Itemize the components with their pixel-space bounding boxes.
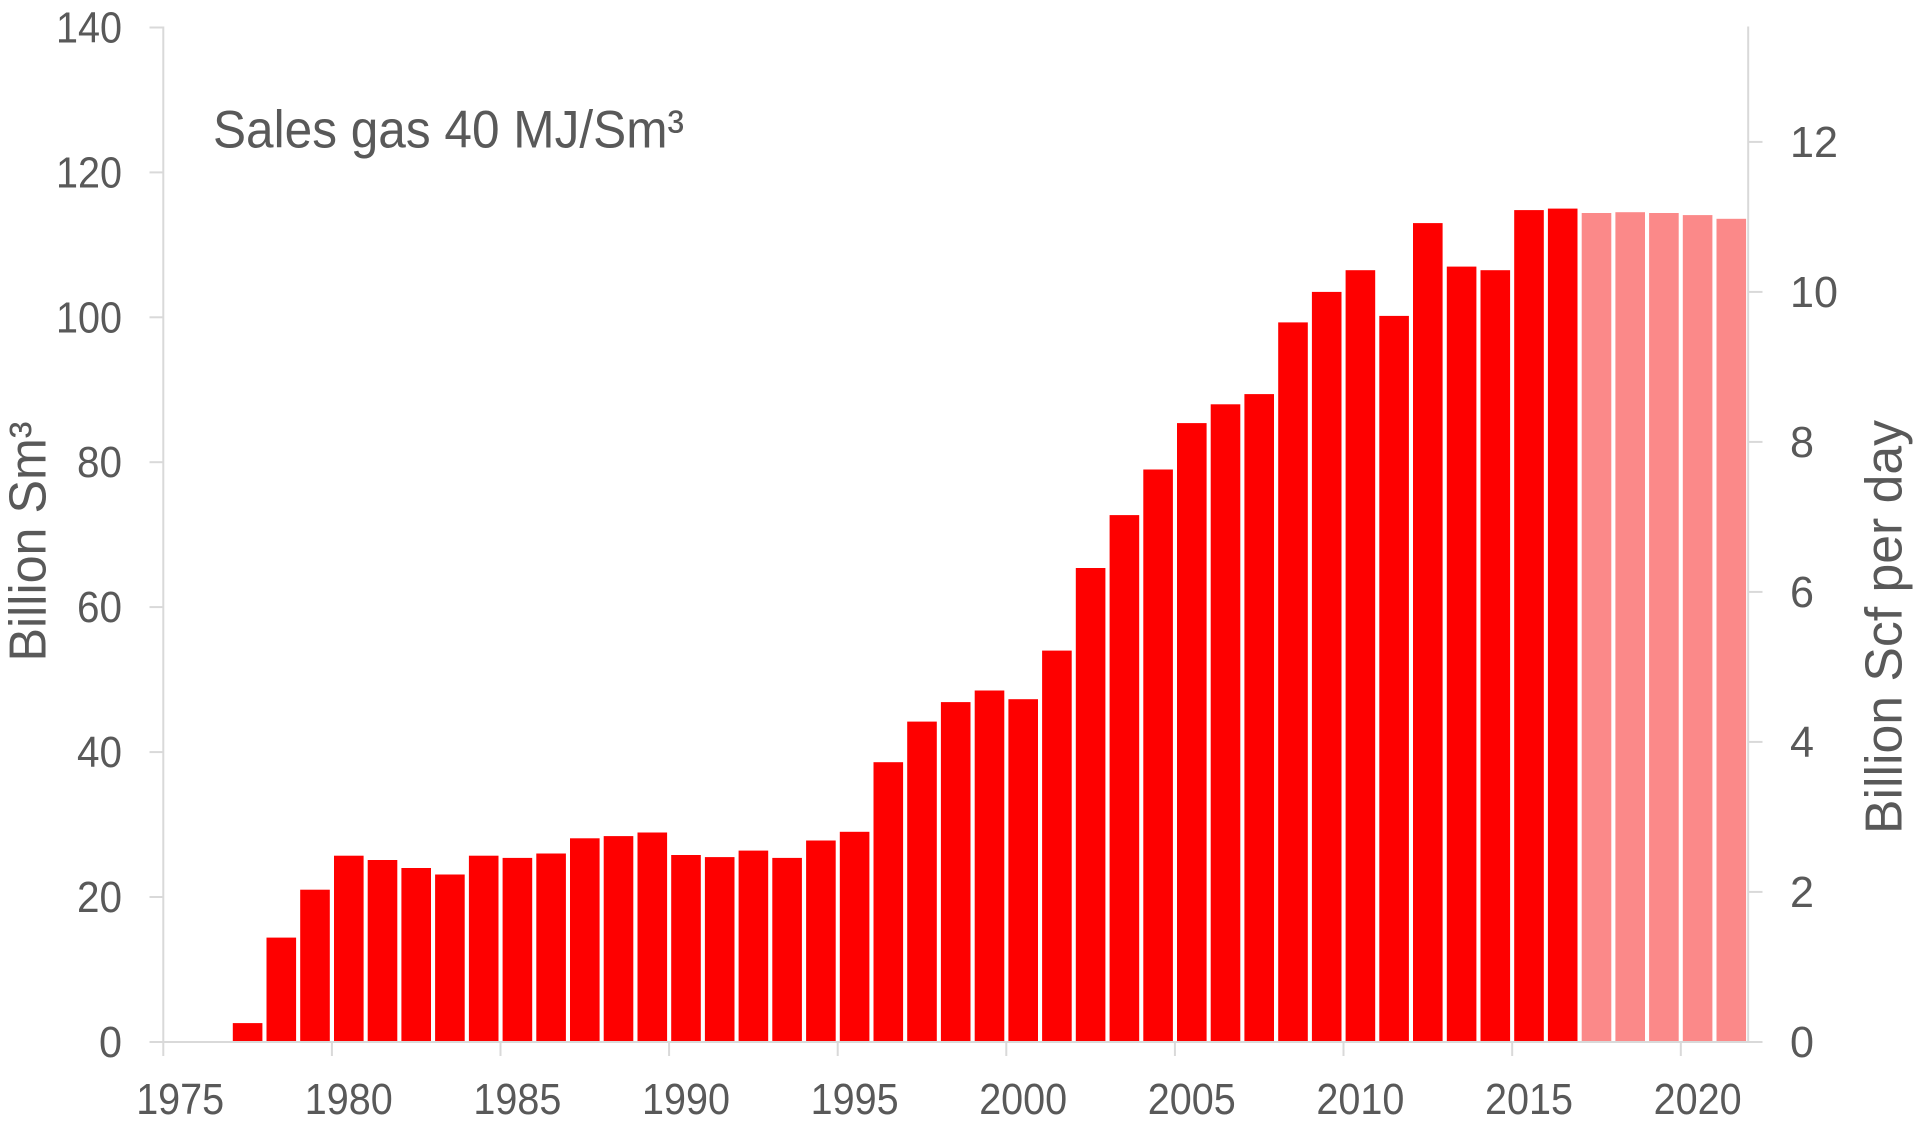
svg-text:1975: 1975: [136, 1076, 224, 1124]
svg-text:2: 2: [1790, 869, 1814, 917]
svg-text:120: 120: [56, 149, 122, 197]
svg-text:140: 140: [56, 5, 122, 53]
svg-text:80: 80: [77, 439, 122, 487]
svg-text:8: 8: [1790, 419, 1814, 467]
svg-text:1995: 1995: [811, 1076, 899, 1124]
svg-text:2010: 2010: [1316, 1076, 1404, 1124]
svg-text:1980: 1980: [305, 1076, 393, 1124]
svg-text:2020: 2020: [1654, 1076, 1742, 1124]
svg-text:12: 12: [1790, 119, 1838, 167]
svg-text:100: 100: [56, 294, 122, 342]
svg-text:0: 0: [1790, 1019, 1814, 1067]
svg-text:10: 10: [1790, 269, 1838, 317]
svg-text:Billion Scf per day: Billion Scf per day: [1855, 420, 1913, 834]
svg-text:2005: 2005: [1148, 1076, 1236, 1124]
svg-text:20: 20: [77, 874, 122, 922]
svg-text:6: 6: [1790, 569, 1814, 617]
svg-text:0: 0: [99, 1019, 122, 1067]
svg-text:Billion Sm³: Billion Sm³: [0, 422, 58, 662]
svg-text:2015: 2015: [1485, 1076, 1573, 1124]
svg-text:1990: 1990: [642, 1076, 730, 1124]
svg-text:60: 60: [77, 584, 122, 632]
svg-text:Sales gas 40 MJ/Sm³: Sales gas 40 MJ/Sm³: [213, 101, 684, 160]
svg-text:40: 40: [77, 729, 122, 777]
svg-text:1985: 1985: [473, 1076, 561, 1124]
svg-text:4: 4: [1790, 719, 1814, 767]
svg-text:2000: 2000: [979, 1076, 1067, 1124]
